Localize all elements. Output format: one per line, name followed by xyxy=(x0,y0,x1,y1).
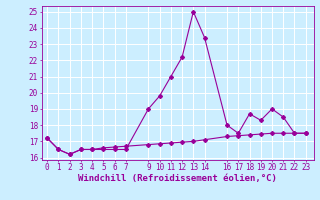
X-axis label: Windchill (Refroidissement éolien,°C): Windchill (Refroidissement éolien,°C) xyxy=(78,174,277,183)
